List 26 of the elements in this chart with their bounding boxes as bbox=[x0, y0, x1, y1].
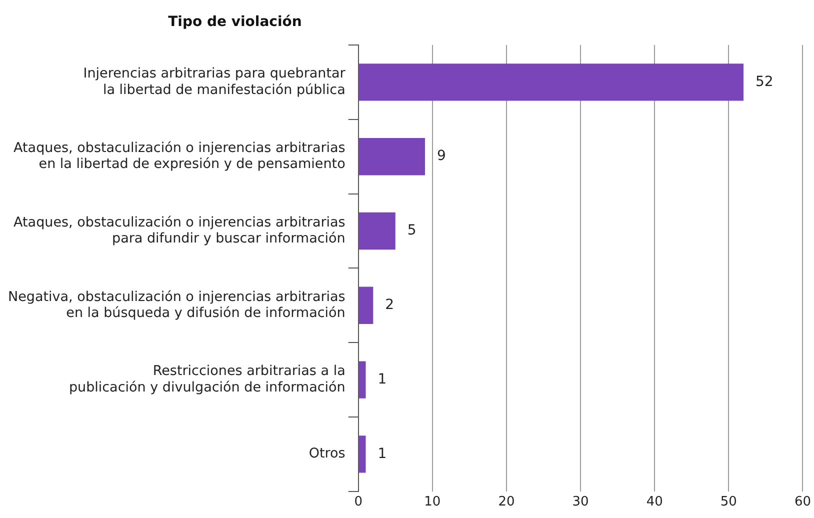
y-tick-label: Ataques, obstaculización o injerencias arbitrarias en la libertad de expresión y de pensamiento bbox=[14, 140, 346, 172]
x-tick-label: 10 bbox=[424, 494, 441, 510]
x-tick-label: 0 bbox=[354, 494, 362, 510]
bar bbox=[358, 436, 366, 473]
bar bbox=[358, 361, 366, 398]
y-tick-label: Negativa, obstaculización o injerencias arbitrarias en la búsqueda y difusión de información bbox=[8, 288, 346, 321]
x-tick-label: 30 bbox=[572, 494, 589, 510]
bar bbox=[358, 64, 744, 101]
bar bbox=[358, 138, 426, 176]
y-tick-label: Otros bbox=[308, 446, 346, 462]
data-label: 1 bbox=[378, 371, 387, 388]
x-tick-label: 50 bbox=[720, 494, 737, 510]
data-label: 1 bbox=[378, 446, 387, 462]
data-label: 5 bbox=[407, 222, 416, 239]
y-tick-label: Restricciones arbitrarias a la publicación y divulgación de información bbox=[68, 363, 346, 396]
y-tick-label: Ataques, obstaculización o injerencias arbitrarias para difundir y buscar información bbox=[14, 214, 346, 247]
y-axis-title: Tipo de violación bbox=[167, 14, 303, 30]
data-label: 2 bbox=[385, 297, 394, 314]
x-tick-label: 40 bbox=[646, 494, 663, 510]
bar bbox=[358, 212, 396, 250]
data-label: 9 bbox=[437, 148, 446, 164]
bar bbox=[358, 286, 374, 324]
y-tick-label: Injerencias arbitrarias para quebrantar la libertad de manifestación pública bbox=[83, 66, 346, 98]
x-tick-label: 60 bbox=[794, 494, 811, 510]
data-label: 52 bbox=[755, 74, 774, 90]
x-tick-label: 20 bbox=[498, 494, 515, 510]
